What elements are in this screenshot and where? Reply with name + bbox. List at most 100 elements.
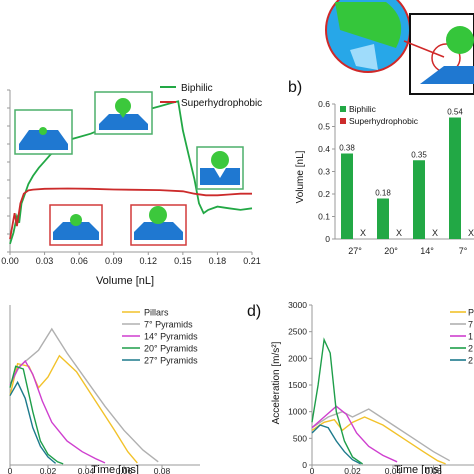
- panel-b-label: b): [288, 79, 302, 96]
- panel-c-x-label: Time [ms]: [91, 464, 139, 474]
- panel-c-x-ticks: 0 0.02 0.04 0.06 0.08: [8, 465, 171, 474]
- bar-biphilic: [377, 198, 389, 239]
- y-tick-label: 0.3: [318, 167, 330, 177]
- bar-value-label: 0.54: [447, 108, 463, 117]
- x-tick-label: 0.06: [116, 466, 133, 474]
- legend-label-pyr7: 7: [468, 320, 473, 330]
- series-line-pyr14: [311, 405, 398, 463]
- x-tick-label: 0.06: [70, 256, 88, 266]
- series-line-pyr27: [311, 424, 361, 465]
- bar-biphilic: [449, 117, 461, 239]
- thumb-growing-droplet: [94, 91, 153, 135]
- panel-b-y-ticks: 0 0.1 0.2 0.3 0.4 0.5 0.6: [318, 99, 335, 244]
- y-tick-label: 3000: [288, 300, 307, 310]
- bar-x-mark: X: [396, 228, 402, 238]
- inset-pyramid-block: [420, 66, 474, 84]
- y-tick-label: 0: [302, 460, 307, 470]
- x-tick-label: 0.09: [105, 256, 123, 266]
- bar-value-label: 0.38: [339, 144, 355, 153]
- y-tick-label: 0.5: [318, 122, 330, 132]
- legend-label-7-pyramids: 7° Pyramids: [144, 320, 193, 330]
- legend-label-superhydrophobic: Superhydrophobic: [181, 98, 262, 109]
- panel-a-x-ticks: 0.00 0.03 0.06 0.09 0.12 0.15 0.18 0.21: [1, 252, 261, 266]
- zoom-facet-fragment: [350, 44, 378, 70]
- thumb-detached-droplet: [196, 146, 244, 190]
- legend-label-pyr20: 2: [468, 344, 473, 354]
- panel-c-series: [9, 327, 159, 465]
- panel-a: 0.00 0.03 0.06 0.09 0.12 0.15 0.18 0.21 Volume …: [1, 83, 262, 287]
- y-tick-label: 2000: [288, 353, 307, 363]
- panel-d-legend: Pi 7 1 2 2: [450, 308, 474, 366]
- bar-biphilic: [413, 160, 425, 239]
- panel-a-legend: Biphilic Superhydrophobic: [160, 83, 262, 109]
- legend-swatch-superhydrophobic: [340, 118, 346, 124]
- panel-b-legend: Biphilic Superhydrophobic: [340, 104, 419, 126]
- y-tick-label: 500: [293, 433, 307, 443]
- x-tick-label: 0.02: [40, 466, 57, 474]
- x-tick-label: 0: [310, 466, 315, 474]
- series-line-pyr7: [311, 408, 451, 462]
- legend-label-pyr27: 2: [468, 356, 473, 366]
- bar-x-mark: X: [468, 228, 474, 238]
- series-line-7-pyramids: [9, 327, 159, 463]
- legend-label-14-pyramids: 14° Pyramids: [144, 332, 198, 342]
- x-tick-label: 0.03: [36, 256, 54, 266]
- bar-x-mark: X: [360, 228, 366, 238]
- x-tick-label: 0: [8, 466, 13, 474]
- x-tick-label: 0.18: [209, 256, 227, 266]
- x-tick-label: 0.08: [154, 466, 171, 474]
- x-tick-label: 0.04: [78, 466, 95, 474]
- legend-label-biphilic: Biphilic: [349, 104, 377, 114]
- bar-value-label: 0.35: [411, 150, 427, 159]
- category-label: 14°: [420, 246, 434, 256]
- legend-label-superhydrophobic: Superhydrophobic: [349, 116, 419, 126]
- panel-c-legend: Pillars 7° Pyramids 14° Pyramids 20° Pyrami…: [122, 308, 198, 366]
- panel-a-x-label: Volume [nL]: [96, 275, 154, 287]
- y-tick-label: 0.1: [318, 212, 330, 222]
- x-tick-label: 0.12: [140, 256, 158, 266]
- category-label: 20°: [384, 246, 398, 256]
- panel-c: 0 0.02 0.04 0.06 0.08 Time [ms] Pillars 7° Py…: [8, 305, 200, 474]
- panel-d-y-label: Acceleration [m/s²]: [271, 341, 282, 424]
- legend-label-20-pyramids: 20° Pyramids: [144, 344, 198, 354]
- thumb-shp-large: [130, 204, 187, 246]
- legend-label-27-pyramids: 27° Pyramids: [144, 356, 198, 366]
- x-tick-label: 0.02: [344, 466, 361, 474]
- panel-d-y-ticks: 0 500 1000 1500 2000 2500 3000: [288, 300, 312, 470]
- x-tick-label: 0.21: [243, 256, 261, 266]
- x-tick-label: 0.00: [1, 256, 19, 266]
- y-tick-label: 2500: [288, 327, 307, 337]
- y-tick-label: 1000: [288, 407, 307, 417]
- thumb-shp-small: [49, 204, 103, 246]
- thumb-small-droplet: [14, 109, 73, 155]
- inset-droplet: [446, 26, 474, 54]
- series-line-pyr20: [311, 337, 363, 465]
- legend-label-pyr14: 1: [468, 332, 473, 342]
- panel-d-x-label: Time [ms]: [394, 464, 442, 474]
- category-label: 27°: [348, 246, 362, 256]
- panel-d: d) Acceleration [m/s²] 0 500 1000 1500 2000 2…: [247, 300, 474, 474]
- y-tick-label: 0: [325, 234, 330, 244]
- legend-label-biphilic: Biphilic: [181, 83, 213, 94]
- bar-biphilic: [341, 153, 353, 239]
- y-tick-label: 0.6: [318, 99, 330, 109]
- zoom-connector-line: [403, 40, 445, 58]
- series-line-pillars: [9, 354, 138, 464]
- panel-d-x-ticks: 0 0.02 0.04 0.06: [310, 465, 442, 474]
- category-label: 7°: [459, 246, 468, 256]
- panel-d-label: d): [247, 303, 261, 320]
- series-line-pillars: [311, 416, 446, 465]
- bar-value-label: 0.18: [375, 189, 391, 198]
- legend-label-pillars: Pi: [468, 308, 474, 318]
- y-tick-label: 0.4: [318, 144, 330, 154]
- series-line-superhydrophobic: [9, 187, 252, 240]
- inset-zoom-rendering: [325, 0, 474, 95]
- y-tick-label: 0.2: [318, 189, 330, 199]
- bar-x-mark: X: [432, 228, 438, 238]
- x-tick-label: 0.06: [425, 466, 442, 474]
- x-tick-label: 0.04: [385, 466, 402, 474]
- legend-label-pillars: Pillars: [144, 308, 169, 318]
- panel-b-y-label: Volume [nL]: [295, 150, 306, 203]
